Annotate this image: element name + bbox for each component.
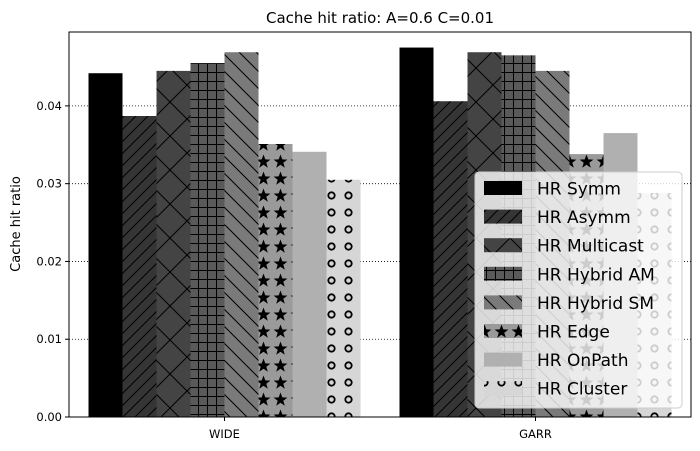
legend-swatch xyxy=(484,324,522,338)
bar xyxy=(433,101,468,417)
bar xyxy=(122,116,157,417)
y-axis-ticks: 0.00 0.01 0.02 0.03 0.04 xyxy=(36,99,69,424)
bar xyxy=(88,73,123,417)
legend-swatch xyxy=(484,181,522,195)
plot-frame xyxy=(68,31,692,418)
legend-label: HR Asymm xyxy=(537,208,631,228)
legend-label: HR Edge xyxy=(537,323,610,343)
legend-swatch xyxy=(484,295,522,310)
y-tick-label: 0.04 xyxy=(36,99,62,113)
bar xyxy=(399,47,434,418)
x-tick-label: GARR xyxy=(519,427,552,441)
y-axis-label: Cache hit ratio xyxy=(9,176,24,272)
legend-label: HR Hybrid AM xyxy=(537,265,655,285)
legend-swatch xyxy=(484,209,522,224)
bar xyxy=(258,144,293,417)
bar xyxy=(190,63,225,417)
y-tick-label: 0.03 xyxy=(36,177,62,191)
bar xyxy=(292,151,327,417)
legend-swatch xyxy=(484,381,522,396)
legend-label: HR Cluster xyxy=(537,380,627,400)
bar xyxy=(224,52,259,417)
legend-label: HR Symm xyxy=(537,180,621,200)
legend-label: HR Hybrid SM xyxy=(537,294,654,314)
legend-label: HR OnPath xyxy=(537,351,629,371)
legend-box xyxy=(474,171,683,409)
legend: HR Symm HR Asymm HR Multicast HR Hybrid AM H… xyxy=(474,171,683,409)
bar xyxy=(156,70,191,417)
chart-title: Cache hit ratio: A=0.6 C=0.01 xyxy=(266,9,494,27)
y-tick-label: 0.01 xyxy=(36,332,62,346)
y-tick-label: 0.02 xyxy=(36,254,62,268)
x-axis-ticks: WIDE GARR xyxy=(209,417,552,441)
legend-swatch xyxy=(484,352,522,367)
bar xyxy=(326,179,361,417)
legend-swatch xyxy=(484,266,522,281)
legend-label: HR Multicast xyxy=(537,237,644,257)
y-tick-label: 0.00 xyxy=(36,410,62,424)
legend-swatch xyxy=(484,238,522,253)
x-tick-label: WIDE xyxy=(209,427,240,441)
